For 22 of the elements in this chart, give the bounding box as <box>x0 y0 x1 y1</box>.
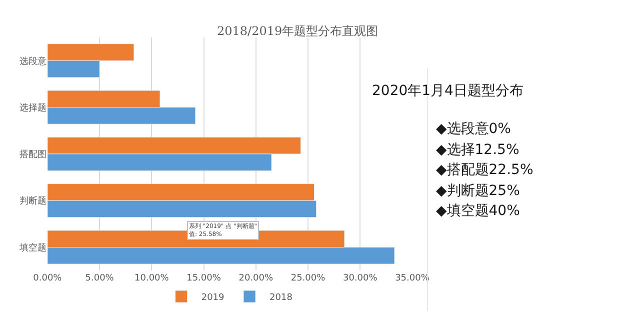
y-tick-label: 选段意 <box>19 56 46 67</box>
text: ◆选择12.5% <box>436 142 520 158</box>
y-tick-label: 判断题 <box>19 196 46 207</box>
x-tick-label: 35.00% <box>395 274 430 284</box>
x-tick-label: 25.00% <box>290 274 326 284</box>
text: ◆填空题40% <box>436 203 520 219</box>
text: 2020年1月4日题型分布 <box>372 83 524 99</box>
text: ◆搭配题22.5% <box>436 162 534 178</box>
x-tick-label: 10.00% <box>134 274 170 284</box>
chart-title: 2018/2019年题型分布直观图 <box>217 24 378 38</box>
legend-label: 2019 <box>201 293 225 304</box>
legend-label: 2018 <box>270 293 293 304</box>
text: ◆选段意0% <box>436 121 511 137</box>
x-tick-label: 15.00% <box>186 274 222 284</box>
y-tick-label: 搭配图 <box>19 149 46 160</box>
x-tick-label: 5.00% <box>85 274 114 284</box>
y-tick-label: 选择题 <box>19 102 46 114</box>
x-tick-label: 30.00% <box>342 274 378 284</box>
x-tick-label: 0.00% <box>33 274 62 284</box>
y-tick-label: 填空题 <box>18 242 46 254</box>
text: ◆判断题25% <box>436 183 520 199</box>
x-tick-label: 20.00% <box>238 274 274 284</box>
